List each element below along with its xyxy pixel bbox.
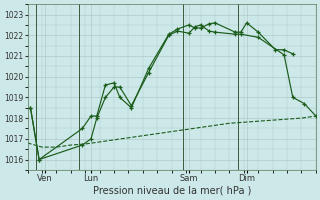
X-axis label: Pression niveau de la mer( hPa ): Pression niveau de la mer( hPa ) (92, 186, 251, 196)
